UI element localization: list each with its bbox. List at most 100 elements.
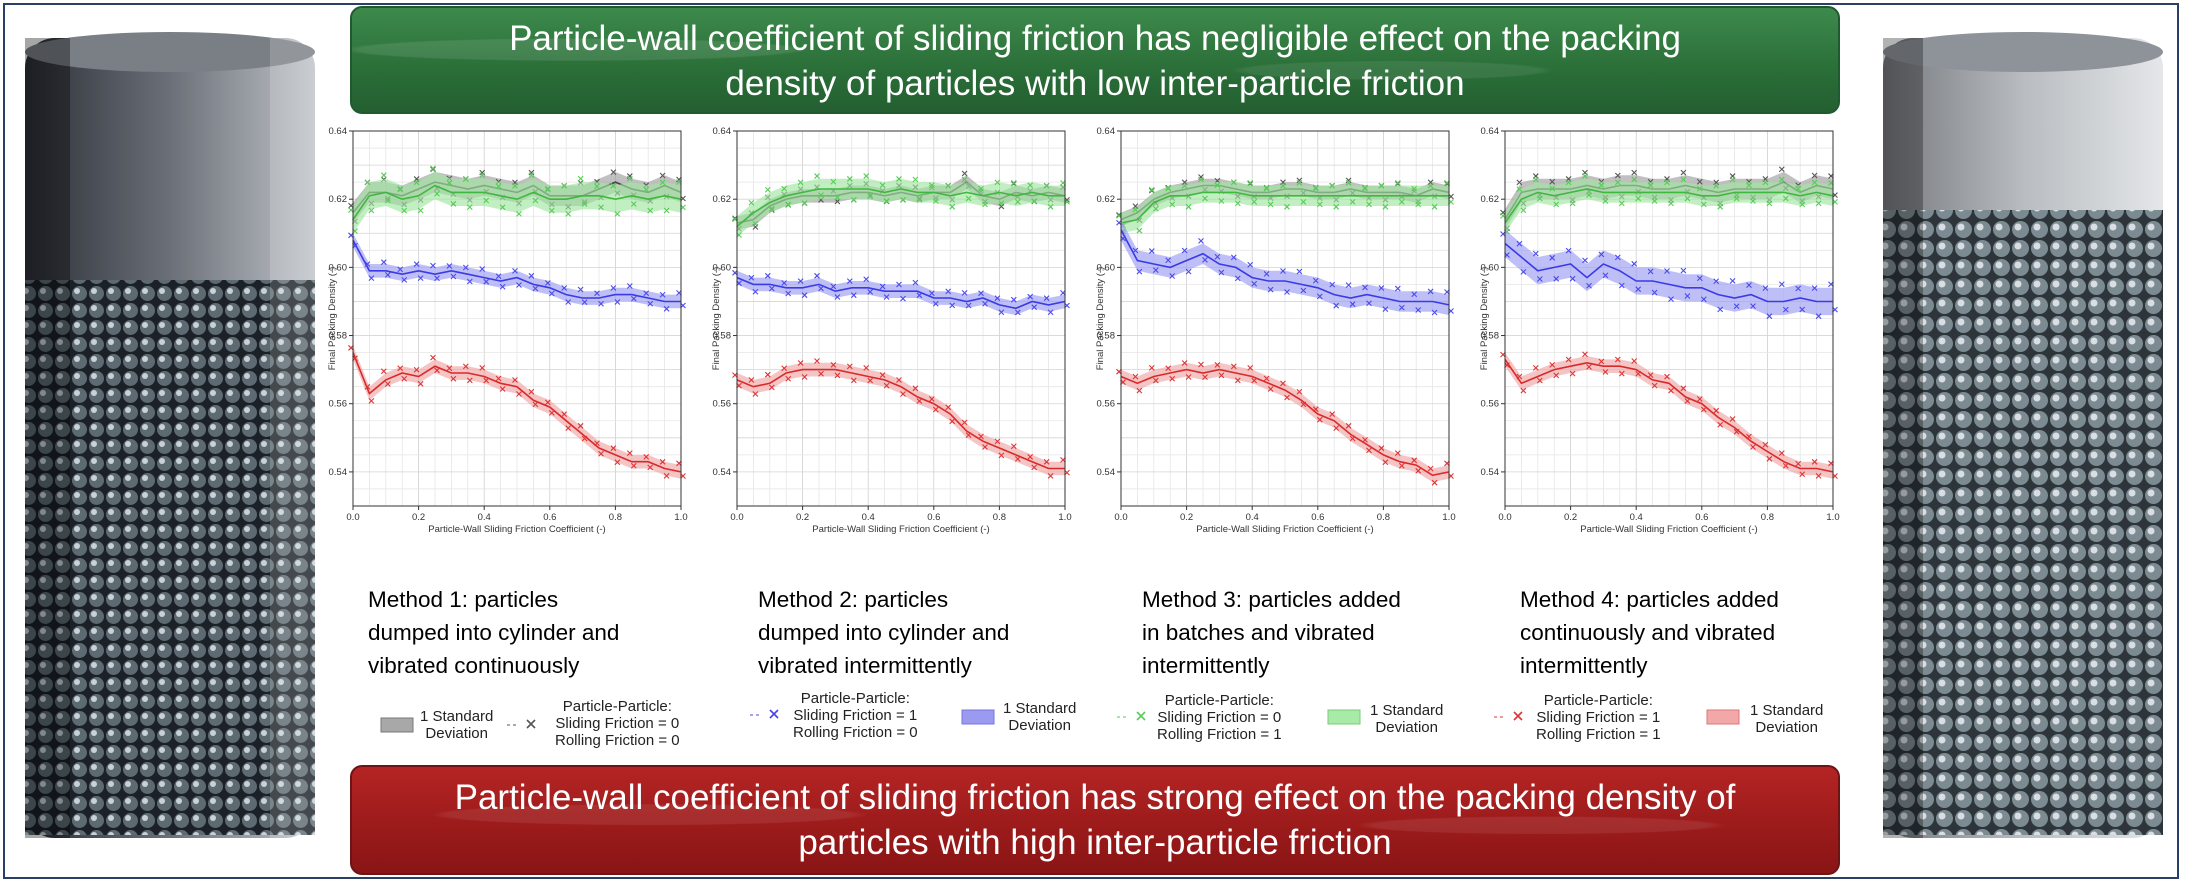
c2-marker-green	[1014, 199, 1021, 205]
c3-xtick-label: 0.0	[1114, 512, 1127, 523]
c3-ytick-label: 0.64	[1097, 126, 1116, 137]
c3-marker-green	[1230, 179, 1237, 186]
c4-marker-green	[1729, 176, 1736, 183]
c2-marker-blue	[1010, 296, 1017, 303]
c1-marker-green	[364, 179, 371, 186]
c4-marker-red	[1536, 377, 1543, 384]
c2-marker-blue	[1027, 293, 1034, 300]
c2-marker-green	[961, 176, 968, 183]
legend-4-std-line-2: Deviation	[1755, 719, 1818, 736]
c4-marker-green	[1565, 179, 1572, 186]
c3-marker-green	[1218, 198, 1225, 204]
c2-marker-blue	[982, 300, 988, 307]
c1-marker-red	[430, 354, 436, 361]
c4-marker-green	[1635, 195, 1642, 202]
c1-marker-gray	[528, 169, 535, 176]
c1-line-red	[352, 352, 682, 473]
c4-marker-blue	[1651, 289, 1658, 296]
c4-marker-green	[1733, 195, 1740, 202]
c3-marker-green	[1251, 199, 1258, 205]
legend-3-std-line-2: Deviation	[1375, 719, 1438, 736]
c4-marker-green	[1569, 200, 1576, 207]
c1-marker-gray	[659, 172, 666, 179]
c3-ylabel: Final Packing Density (-)	[1096, 267, 1106, 370]
c4-marker-red	[1815, 472, 1822, 479]
c1-marker-red	[512, 377, 518, 383]
c3-marker-blue	[1300, 287, 1307, 294]
c2-marker-red	[801, 374, 808, 380]
c4-line-blue	[1504, 242, 1833, 303]
method-2-line-1: Method 2: particles	[758, 587, 949, 612]
c4-marker-green	[1795, 185, 1802, 192]
c2-marker-blue	[994, 295, 1001, 302]
c4-marker-red	[1782, 462, 1789, 469]
c3-marker-red	[1312, 406, 1319, 413]
c2-marker-red	[928, 396, 935, 402]
c1-marker-red	[516, 391, 522, 397]
c3-marker-blue	[1169, 273, 1176, 279]
c3-xtick-label: 0.2	[1180, 512, 1193, 523]
c3-marker-blue	[1382, 306, 1389, 312]
c3-marker-blue	[1185, 268, 1192, 275]
c3-marker-red	[1169, 375, 1176, 382]
c1-marker-green	[610, 182, 617, 189]
c1-xtick-label: 0.6	[543, 512, 556, 523]
c3-xtick-label: 0.6	[1311, 512, 1324, 523]
c3-marker-green	[1247, 179, 1254, 186]
c4-marker-red	[1795, 460, 1802, 467]
c4-marker-green	[1713, 182, 1720, 189]
c4-marker-green	[1762, 179, 1769, 186]
c2-marker-red	[781, 365, 788, 372]
c4-marker-red	[1516, 373, 1523, 380]
c4-marker-blue	[1520, 268, 1527, 275]
c2-marker-blue	[752, 288, 759, 295]
c4-ytick-label: 0.60	[1481, 262, 1500, 273]
c3-marker-blue	[1329, 281, 1336, 288]
c2-marker-red	[818, 370, 824, 377]
legend-3-std: 1 Standard Deviation	[1370, 702, 1443, 736]
c1-xtick-label: 0.2	[412, 512, 425, 523]
legend-1: 1 Standard Deviation Particle-Particle: …	[375, 690, 715, 750]
c1-marker-blue	[384, 271, 391, 278]
c1-marker-green	[544, 186, 551, 193]
c4-marker-blue	[1582, 257, 1588, 264]
c3-marker-green	[1136, 227, 1143, 234]
legend-4-std: 1 Standard Deviation	[1750, 702, 1823, 736]
c1-marker-green	[598, 204, 604, 211]
bottom-banner-line-1: Particle-wall coefficient of sliding fri…	[454, 778, 1736, 817]
c4-marker-red	[1618, 370, 1625, 377]
c4-marker-green	[1782, 195, 1789, 202]
c3-marker-red	[1234, 377, 1241, 384]
legend-3: Particle-Particle: Sliding Friction = 0 …	[1115, 690, 1475, 750]
c1-marker-red	[614, 459, 621, 466]
c4-marker-blue	[1729, 277, 1736, 284]
c3-marker-red	[1366, 447, 1372, 454]
c1-marker-red	[483, 377, 490, 384]
c4-marker-blue	[1536, 276, 1543, 282]
c1-marker-green	[401, 207, 408, 214]
c1-marker-red	[495, 375, 502, 382]
c4-marker-blue	[1549, 254, 1556, 261]
legend-2-std-line-1: 1 Standard	[1003, 700, 1077, 717]
c4-marker-red	[1598, 358, 1605, 365]
c2-marker-red	[1047, 472, 1054, 479]
c1-marker-red	[446, 365, 453, 372]
c3-marker-green	[1329, 182, 1336, 189]
c4-xtick-label: 1.0	[1826, 512, 1839, 523]
c3-marker-green	[1185, 203, 1192, 210]
c2-marker-red	[932, 406, 939, 413]
c4-marker-green	[1700, 201, 1707, 208]
c2-marker-red	[965, 432, 972, 438]
c2-marker-red	[896, 377, 902, 383]
c2-line-green	[736, 188, 1065, 228]
c2-line-blue	[736, 276, 1066, 310]
c1-line-green	[352, 184, 682, 221]
legend-1-std: 1 Standard Deviation	[420, 708, 493, 742]
c1-marker-red	[630, 462, 637, 469]
c1-marker-green	[647, 207, 654, 214]
c1-marker-blue	[434, 275, 440, 282]
c3-marker-blue	[1263, 270, 1270, 277]
c1-marker-blue	[512, 268, 518, 274]
c1-ytick-label: 0.54	[329, 467, 348, 478]
chart-panel-2: 0.0 0.2 0.4 0.6 0.8 1.0 0.54 0.56 0.58 0.60 0.62 0.…	[712, 122, 1072, 582]
